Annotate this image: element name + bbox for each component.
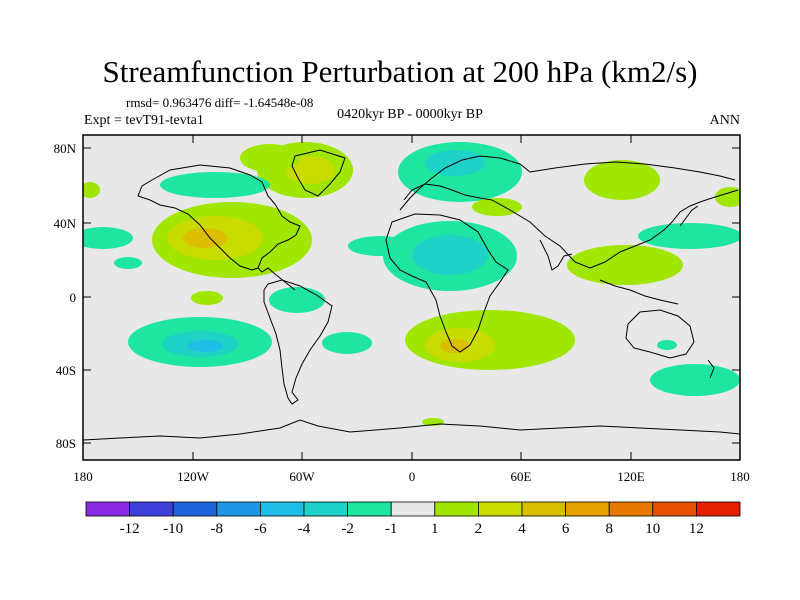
season-label: ANN <box>710 113 740 128</box>
colorbar-label: -12 <box>120 521 140 537</box>
colorbar-swatch <box>303 501 348 517</box>
anomaly-middle-east <box>472 198 522 216</box>
anomaly-north-africa <box>348 221 517 291</box>
anomaly-south-atlantic-west <box>322 332 372 354</box>
lat-axis <box>83 147 740 444</box>
colorbar-label: 2 <box>475 521 483 537</box>
lon-label-180w: 180 <box>73 469 93 484</box>
colorbar-swatch <box>129 501 174 517</box>
lon-label-60w: 60W <box>289 469 315 484</box>
lon-label-0: 0 <box>409 469 416 484</box>
colorbar-label: -4 <box>298 521 311 537</box>
anomaly-south-australia <box>650 364 740 396</box>
colorbar-swatch <box>172 501 218 517</box>
anomaly-coral-sea <box>657 340 677 350</box>
period-label: 0420kyr BP - 0000kyr BP <box>337 107 483 122</box>
anomaly-tropical-pacific <box>191 291 223 305</box>
colorbar-swatch <box>696 501 741 517</box>
colorbar-swatch <box>521 501 566 517</box>
colorbar-swatch <box>608 501 654 517</box>
anomaly-north-america <box>152 202 312 278</box>
colorbar-swatch <box>565 501 610 517</box>
colorbar-label: 4 <box>518 521 526 537</box>
colorbar-label: -8 <box>211 521 224 537</box>
colorbar-label: -2 <box>341 521 354 537</box>
anomaly-tropical-atlantic <box>269 287 325 313</box>
colorbar-label: 6 <box>562 521 570 537</box>
colorbar-label: -1 <box>385 521 398 537</box>
lon-label-180e: 180 <box>730 469 750 484</box>
colorbar-label: 1 <box>431 521 439 537</box>
stats-label: rmsd= 0.963476 diff= -1.64548e-08 <box>126 95 313 110</box>
colorbar-swatch <box>477 501 523 517</box>
anomaly-greenland <box>240 142 353 198</box>
colorbar-swatch <box>652 501 697 517</box>
colorbar-label: 8 <box>605 521 613 537</box>
lat-label-80n: 80N <box>54 141 77 156</box>
lat-label-40n: 40N <box>54 216 77 231</box>
lat-label-eq: 0 <box>70 290 77 305</box>
colorbar-label: 12 <box>689 521 704 537</box>
colorbar-swatch <box>85 501 130 517</box>
lat-label-40s: 40S <box>56 363 76 378</box>
contour-fields <box>83 142 740 441</box>
lon-label-60e: 60E <box>511 469 532 484</box>
colorbar-label: -6 <box>254 521 267 537</box>
anomaly-southern-africa <box>405 310 575 370</box>
colorbar-swatch <box>259 501 305 517</box>
map-title: Streamfunction Perturbation at 200 hPa (… <box>103 54 698 89</box>
anomaly-south-pacific <box>128 317 272 367</box>
anomaly-east-asia <box>567 160 740 285</box>
experiment-label: Expt = tevT91-tevta1 <box>84 113 204 128</box>
colorbar-label: 10 <box>645 521 660 537</box>
colorbar-label: -10 <box>163 521 183 537</box>
lon-axis <box>192 135 632 460</box>
anomaly-north-atlantic <box>83 172 270 269</box>
lon-label-120w: 120W <box>177 469 210 484</box>
colorbar-swatch <box>216 501 261 517</box>
colorbar: -12 -10 -8 -6 -4 -2 -1 1 2 4 6 8 10 12 <box>85 501 741 537</box>
colorbar-swatch <box>390 501 436 517</box>
colorbar-swatch <box>347 501 392 517</box>
lat-label-80s: 80S <box>56 436 76 451</box>
lon-label-120e: 120E <box>617 469 645 484</box>
colorbar-swatch <box>434 501 479 517</box>
coastlines <box>83 149 740 441</box>
